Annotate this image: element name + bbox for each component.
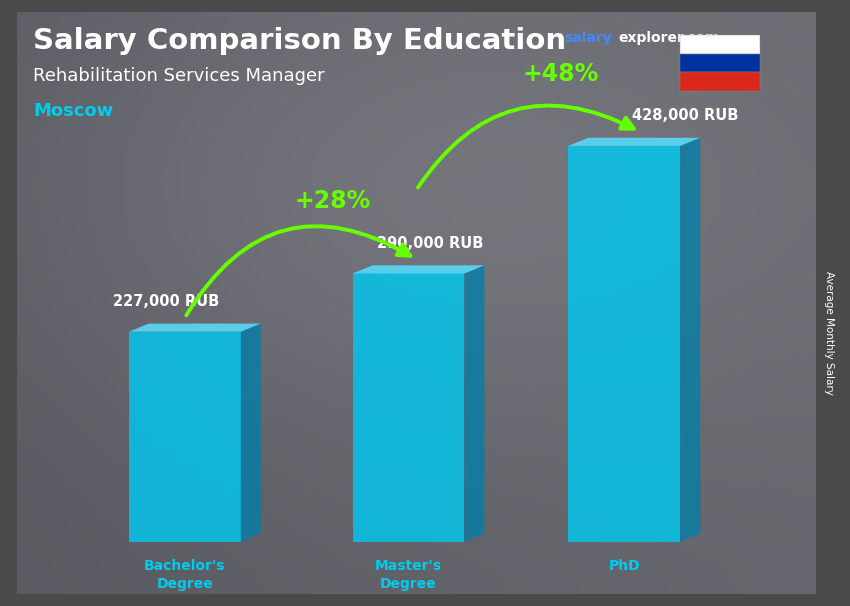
Polygon shape: [353, 265, 484, 273]
Bar: [680, 54, 760, 72]
Bar: [680, 72, 760, 91]
Text: 428,000 RUB: 428,000 RUB: [632, 108, 739, 123]
Text: Rehabilitation Services Manager: Rehabilitation Services Manager: [33, 67, 325, 85]
Text: explorer.com: explorer.com: [619, 31, 720, 45]
Text: Salary Comparison By Education: Salary Comparison By Education: [33, 27, 566, 55]
Text: 227,000 RUB: 227,000 RUB: [113, 294, 219, 309]
Text: PhD: PhD: [609, 559, 640, 573]
Text: +48%: +48%: [522, 62, 598, 86]
Polygon shape: [129, 324, 261, 331]
Text: Bachelor's
Degree: Bachelor's Degree: [144, 559, 225, 591]
Text: Master's
Degree: Master's Degree: [375, 559, 442, 591]
Polygon shape: [569, 138, 700, 146]
Polygon shape: [241, 324, 261, 542]
Text: 290,000 RUB: 290,000 RUB: [377, 236, 483, 251]
Text: Moscow: Moscow: [33, 102, 113, 121]
Bar: [680, 35, 760, 54]
Polygon shape: [464, 265, 484, 542]
Text: Average Monthly Salary: Average Monthly Salary: [824, 271, 834, 395]
Text: salary: salary: [564, 31, 612, 45]
Polygon shape: [569, 146, 680, 542]
Polygon shape: [353, 273, 464, 542]
Polygon shape: [680, 138, 700, 542]
Polygon shape: [129, 331, 241, 542]
Text: +28%: +28%: [294, 189, 371, 213]
